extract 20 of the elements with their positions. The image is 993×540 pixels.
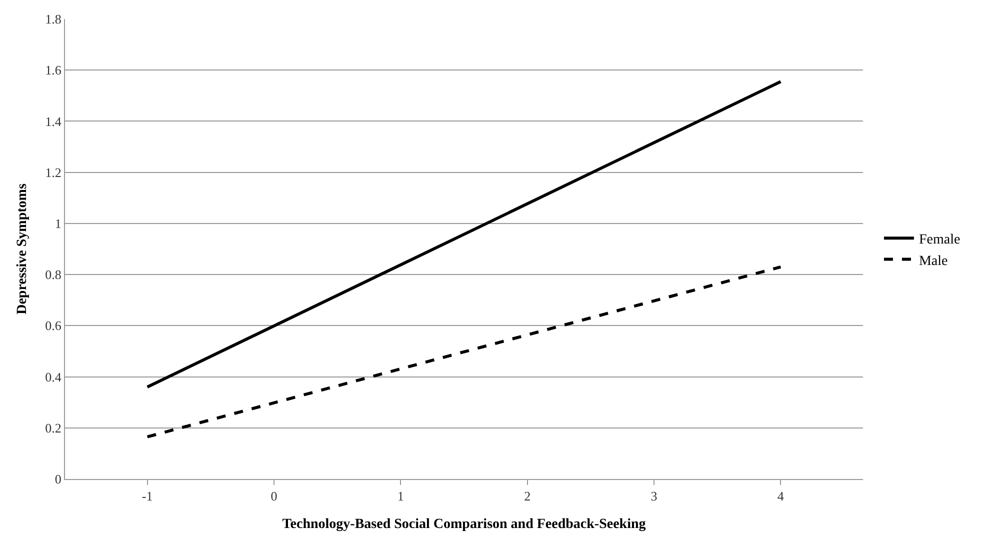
x-tick-label: 2 <box>524 488 531 504</box>
x-tick-label: 1 <box>397 488 404 504</box>
legend-label: Female <box>918 232 960 248</box>
y-tick-label: 1 <box>54 216 62 231</box>
y-axis-title: Depressive Symptoms <box>14 183 30 314</box>
x-axis-title: Technology-Based Social Comparison and Feedback-Seeking <box>282 516 646 532</box>
y-tick-label: 1.2 <box>45 164 62 180</box>
y-tick-label: 1.8 <box>45 12 62 27</box>
y-tick-label: 0.6 <box>45 318 62 334</box>
y-tick-label: 0.4 <box>45 369 62 384</box>
x-tick-label: 0 <box>270 488 278 504</box>
y-tick-label: 1.4 <box>45 114 62 129</box>
y-tick-label: 0.2 <box>45 420 62 436</box>
x-tick-label: 4 <box>777 488 784 504</box>
y-tick-label: 0.8 <box>45 267 62 282</box>
x-tick-label: -1 <box>142 488 153 504</box>
legend-label: Male <box>918 254 948 269</box>
y-tick-label: 0 <box>54 472 62 487</box>
x-tick-label: 3 <box>650 488 658 504</box>
y-tick-label: 1.6 <box>45 62 62 78</box>
